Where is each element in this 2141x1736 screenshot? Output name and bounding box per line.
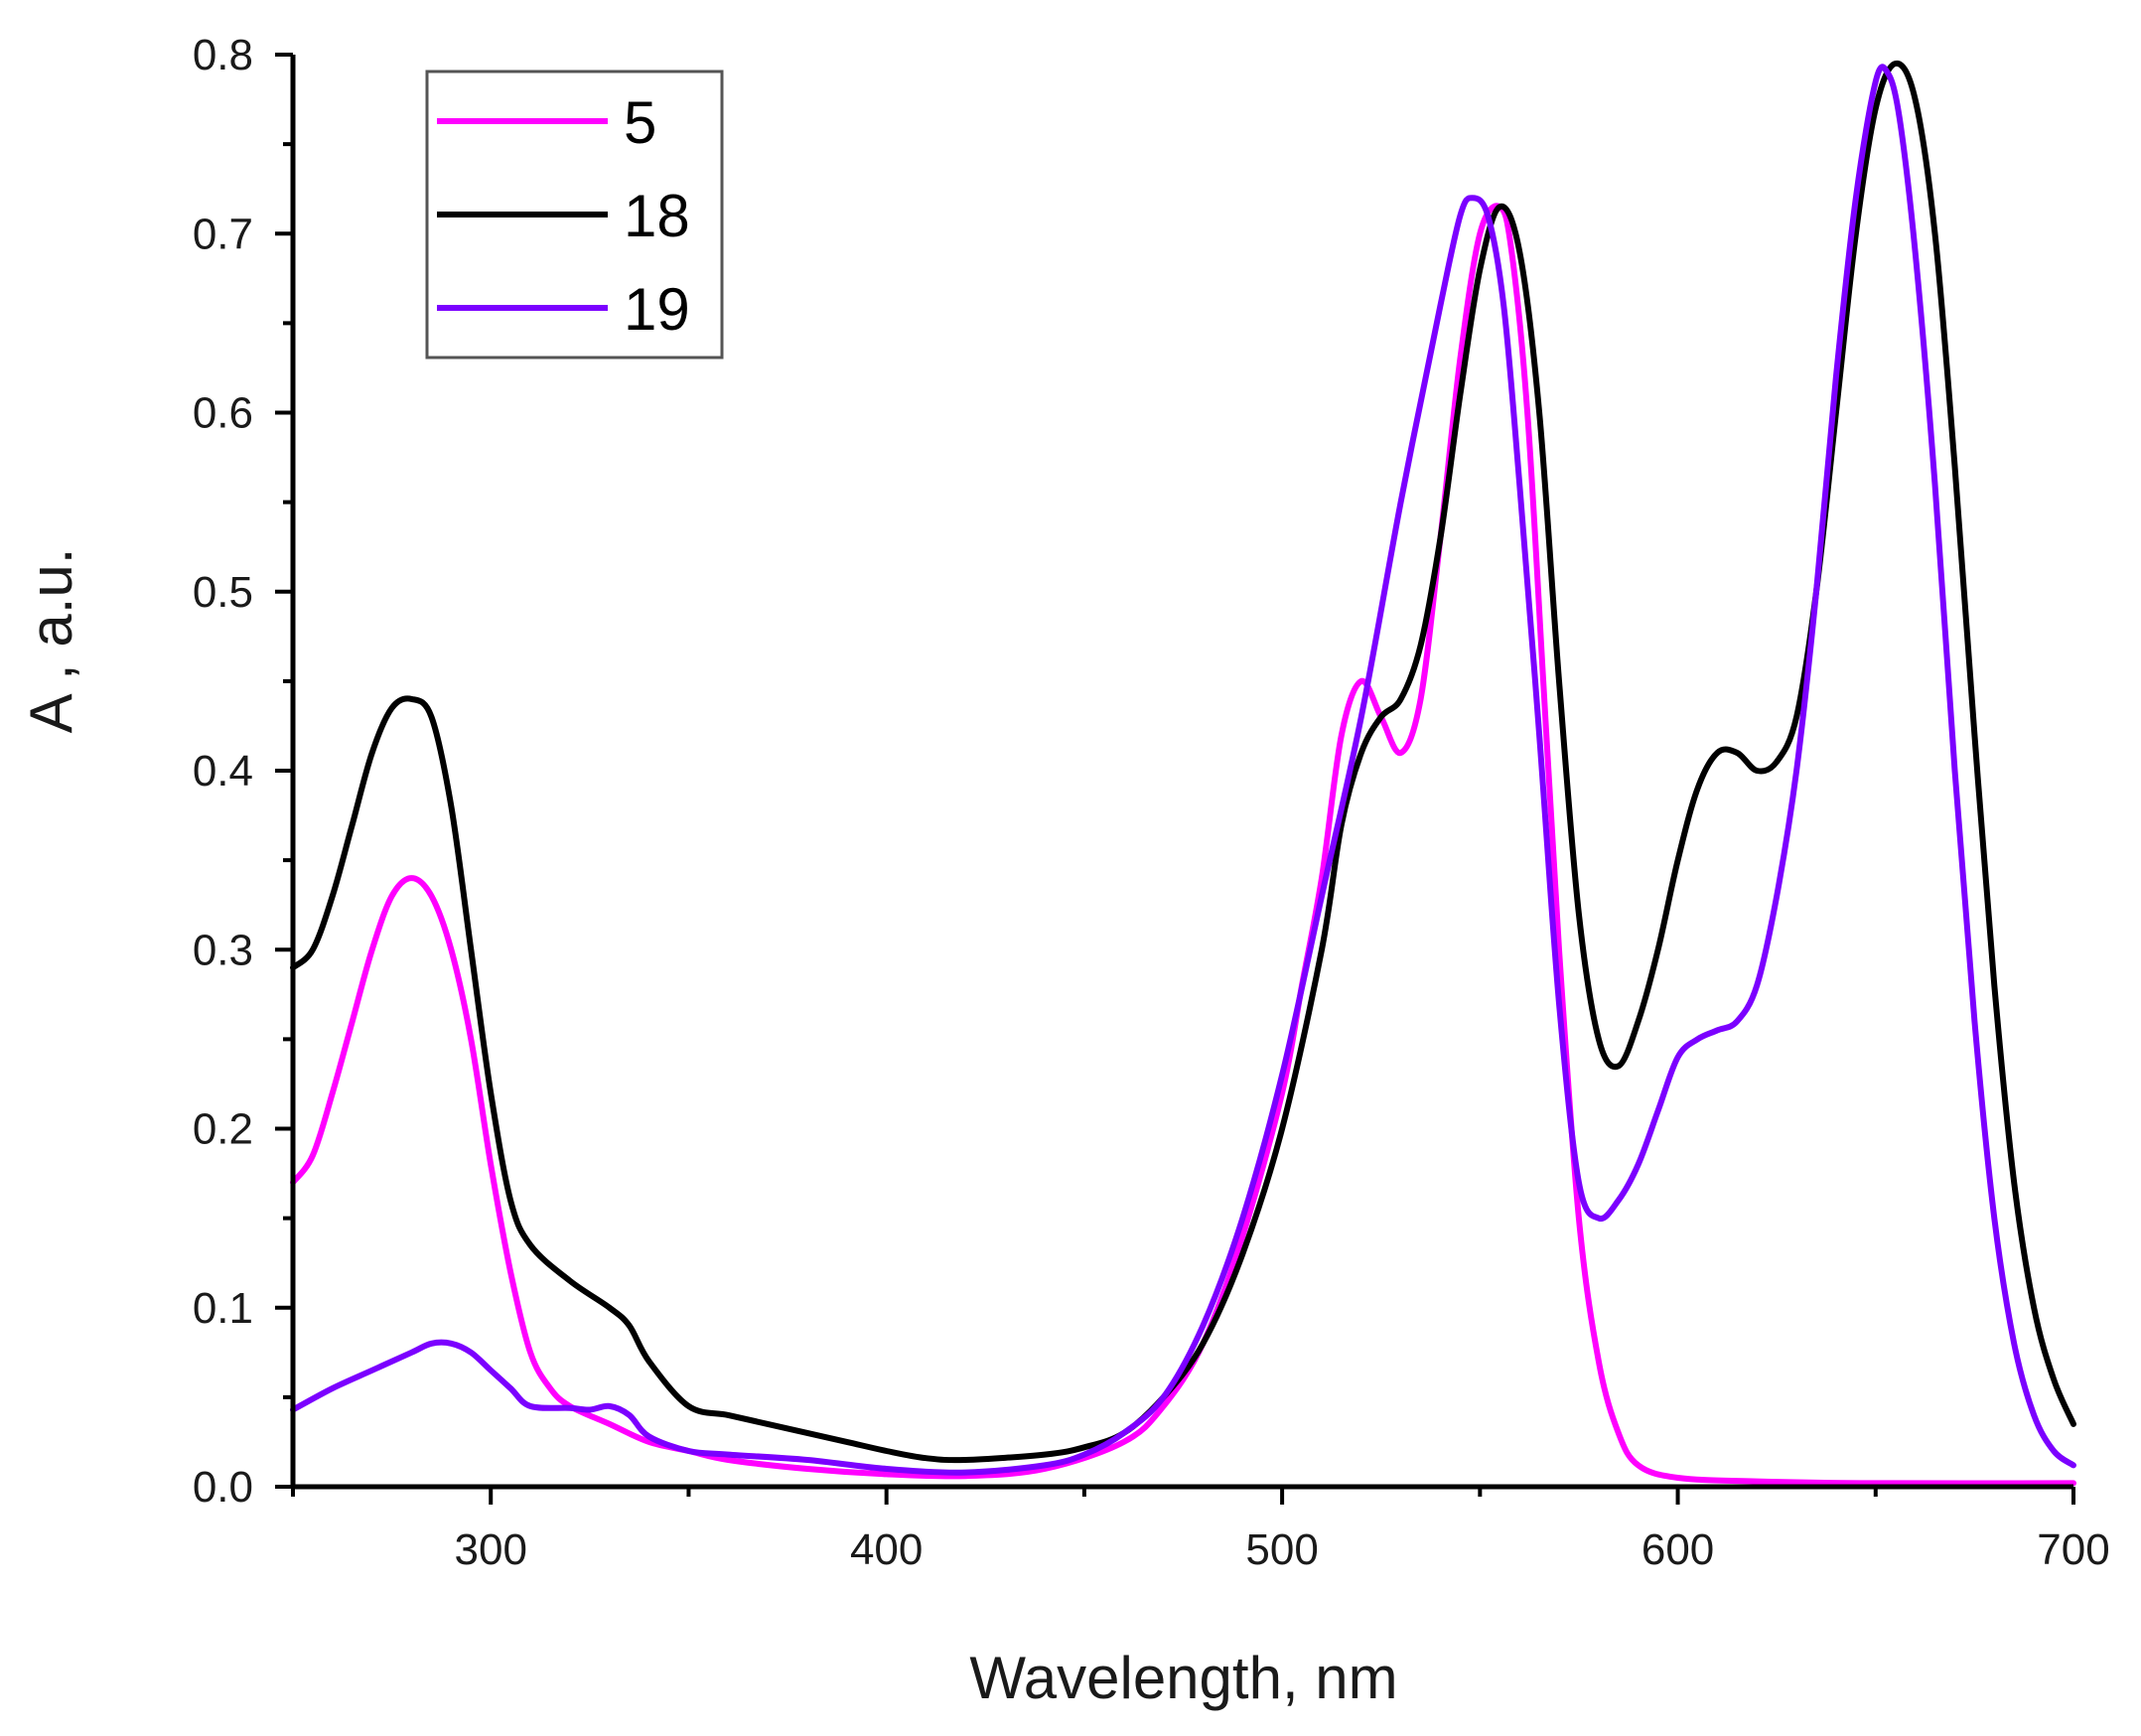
- ticks-layer: 0.0 0.1 0.2 0.3 0.4 0.5 0.6 0.7 0.8 300 400 500 600 7…: [193, 31, 2110, 1574]
- y-tick-label: 0.6: [193, 389, 253, 438]
- y-tick-label: 0.3: [193, 926, 253, 974]
- series-line-18: [290, 60, 2076, 1464]
- axis-labels: Wavelength, nm A , a.u.: [18, 548, 1398, 1711]
- x-tick-label: 400: [850, 1525, 923, 1574]
- y-tick-label: 0.8: [193, 31, 253, 79]
- y-tick-label: 0.7: [193, 210, 253, 258]
- y-tick-label: 0.2: [193, 1105, 253, 1154]
- legend-label-5: 5: [624, 89, 656, 156]
- y-tick-label: 0.1: [193, 1284, 253, 1333]
- legend: 5 18 19: [425, 70, 724, 360]
- series-line-5: [290, 203, 2076, 1487]
- y-tick-label: 0.4: [193, 747, 253, 796]
- x-axis-label: Wavelength, nm: [969, 1645, 1397, 1711]
- x-tick-label: 500: [1245, 1525, 1318, 1574]
- x-tick-label: 700: [2037, 1525, 2109, 1574]
- legend-label-18: 18: [624, 183, 690, 249]
- y-tick-label: 0.0: [193, 1463, 253, 1512]
- x-tick-label: 600: [1641, 1525, 1714, 1574]
- y-axis-label: A , a.u.: [18, 548, 84, 734]
- series-layer: [290, 60, 2076, 1487]
- x-tick-label: 300: [455, 1525, 527, 1574]
- series-line-19: [290, 64, 2076, 1476]
- y-tick-label: 0.5: [193, 568, 253, 617]
- legend-label-19: 19: [624, 276, 690, 343]
